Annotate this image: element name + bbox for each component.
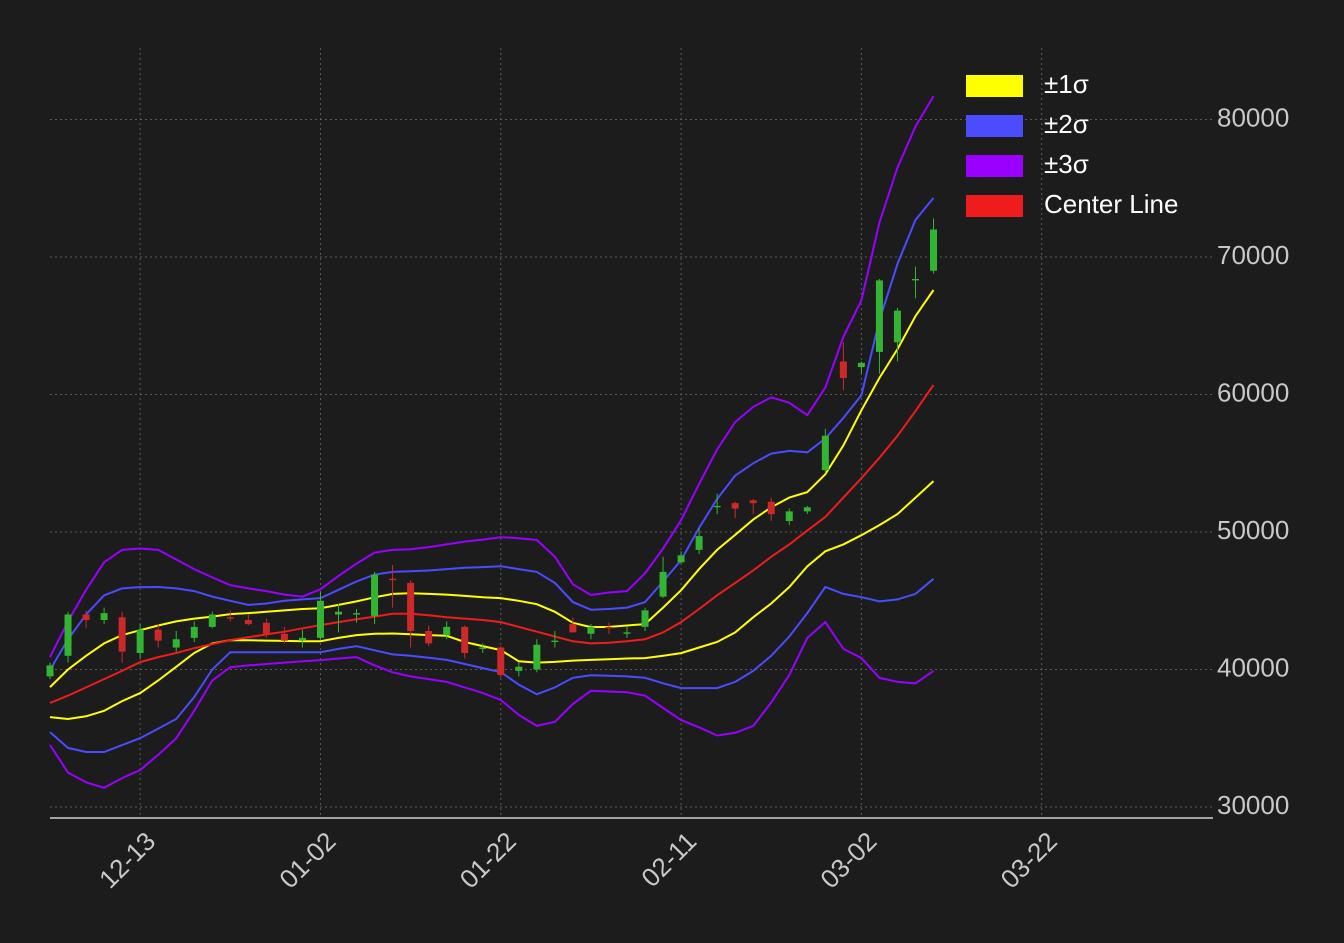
candle-body: [875, 280, 883, 352]
legend-swatch: [966, 195, 1023, 217]
y-tick-label: 50000: [1217, 515, 1289, 545]
candle-body: [226, 617, 234, 619]
candle-body: [749, 500, 757, 504]
y-tick-label: 70000: [1217, 240, 1289, 270]
candle-body: [136, 629, 144, 653]
x-tick-label: 01-02: [273, 826, 341, 894]
candle-body: [334, 611, 342, 615]
candle-body: [803, 507, 811, 512]
candle-body: [659, 571, 667, 597]
candle-body: [857, 362, 865, 367]
candle-body: [154, 629, 162, 641]
x-tick-label: 02-11: [635, 826, 702, 893]
candle-body: [479, 647, 487, 649]
candle-body: [280, 633, 288, 641]
candle-body: [497, 647, 505, 675]
candle-body: [64, 614, 72, 656]
band-lower: [49, 480, 935, 721]
legend-label: ±3σ: [1044, 149, 1089, 179]
candle-body: [641, 610, 649, 627]
y-tick-label: 40000: [1217, 652, 1289, 682]
legend-label: Center Line: [1044, 189, 1178, 219]
band-lower: [49, 620, 935, 789]
x-tick-label: 03-02: [814, 826, 882, 894]
legend-label: ±1σ: [1044, 69, 1089, 99]
candle-body: [533, 644, 541, 670]
candle-body: [190, 626, 198, 638]
candle-body: [839, 361, 847, 378]
candle-body: [82, 614, 90, 620]
y-tick-label: 60000: [1217, 377, 1289, 407]
candle-body: [930, 229, 938, 271]
candle-body: [353, 613, 361, 615]
candle-body: [443, 626, 451, 636]
legend-swatch: [966, 75, 1023, 97]
candle-body: [461, 626, 469, 653]
candle-body: [262, 622, 270, 634]
band-upper: [49, 197, 935, 671]
candle-body: [100, 613, 108, 620]
candle-body: [172, 639, 180, 648]
candle-body: [587, 626, 595, 634]
band-lower: [49, 578, 935, 753]
candle-body: [605, 626, 613, 629]
candle-body: [785, 511, 793, 521]
center-line: [49, 384, 935, 704]
candle-body: [244, 620, 252, 625]
candle-body: [208, 614, 216, 627]
candle-body: [713, 505, 721, 508]
candle-body: [316, 600, 324, 638]
y-tick-label: 30000: [1217, 790, 1289, 820]
candle-body: [569, 624, 577, 633]
band-upper: [49, 289, 935, 688]
legend-swatch: [966, 115, 1023, 137]
candle-body: [515, 666, 523, 671]
candle-body: [731, 503, 739, 509]
candle-body: [695, 536, 703, 550]
candle-body: [407, 582, 415, 631]
candle-body: [118, 617, 126, 652]
candle-body: [911, 279, 919, 281]
band-upper: [49, 95, 935, 658]
candle-body: [821, 435, 829, 471]
legend-label: ±2σ: [1044, 109, 1089, 139]
candle-body: [371, 574, 379, 616]
legend-swatch: [966, 155, 1023, 177]
y-tick-label: 80000: [1217, 102, 1289, 132]
candle-body: [893, 310, 901, 343]
candle-body: [46, 665, 54, 677]
candle-body: [767, 501, 775, 515]
candle-body: [677, 555, 685, 563]
candle-body: [551, 640, 559, 642]
candle-body: [425, 631, 433, 644]
candle-body: [623, 632, 631, 634]
candle-body: [389, 578, 397, 581]
x-tick-label: 01-22: [454, 826, 522, 894]
x-tick-label: 03-22: [995, 826, 1063, 894]
candle-body: [298, 637, 306, 641]
x-tick-label: 12-13: [93, 826, 161, 894]
